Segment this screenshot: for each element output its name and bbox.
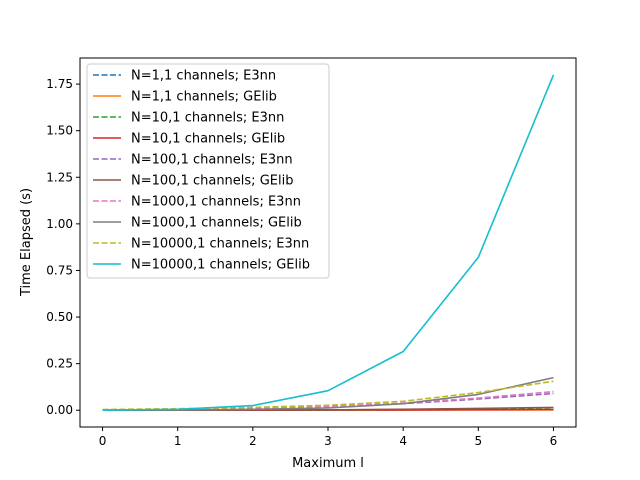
legend-box [86, 63, 330, 279]
legend-label: N=10,1 channels; E3nn [131, 111, 284, 126]
y-tick-label: 1.25 [46, 170, 73, 184]
series-layer [102, 74, 555, 412]
y-tick-label: 0.75 [46, 263, 73, 277]
x-axis-label: Maximum l [292, 456, 364, 471]
y-tick-label: 0.50 [46, 310, 73, 324]
legend-label: N=10,1 channels; GElib [131, 132, 285, 147]
x-tick-label: 5 [474, 434, 482, 448]
legend-label: N=1,1 channels; GElib [131, 90, 277, 105]
x-tick-label: 1 [174, 434, 182, 448]
y-tick-label: 0.00 [46, 403, 73, 417]
y-tick-label: 0.25 [46, 357, 73, 371]
x-tick-label: 6 [550, 434, 558, 448]
series-line [102, 380, 554, 411]
y-tick-label: 1.75 [46, 77, 73, 91]
legend-label: N=1000,1 channels; E3nn [131, 195, 301, 210]
legend-label: N=1000,1 channels; GElib [131, 216, 302, 231]
legend-label: N=1,1 channels; E3nn [131, 69, 276, 84]
legend-label: N=10000,1 channels; GElib [131, 258, 310, 273]
legend-label: N=10000,1 channels; E3nn [131, 237, 309, 252]
x-tick-label: 2 [249, 434, 257, 448]
x-tick-label: 0 [99, 434, 107, 448]
y-axis-label: Time Elapsed (s) [19, 188, 34, 297]
legend: N=1,1 channels; E3nn N=1,1 channels; GEli… [86, 63, 330, 279]
series-line [102, 390, 554, 411]
series-line [102, 74, 555, 411]
legend-label: N=100,1 channels; GElib [131, 174, 293, 189]
y-tick-label: 1.00 [46, 217, 73, 231]
y-tick-label: 1.50 [46, 124, 73, 138]
x-axis-ticks: 0 1 2 3 4 5 6 [99, 427, 558, 448]
legend-label: N=100,1 channels; E3nn [131, 153, 293, 168]
y-axis-ticks: 0.00 0.25 0.50 0.75 1.00 1.25 1.50 1.75 [46, 77, 80, 417]
x-tick-label: 3 [324, 434, 332, 448]
x-tick-label: 4 [399, 434, 407, 448]
